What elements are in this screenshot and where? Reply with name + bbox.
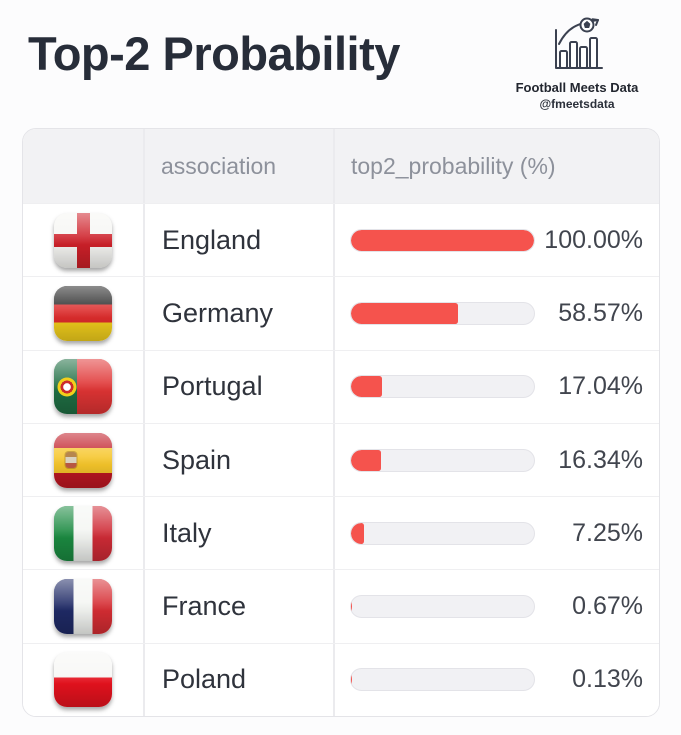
flag-cell: [23, 351, 143, 423]
portugal-flag-icon: [54, 359, 112, 415]
germany-flag-icon: [54, 285, 112, 341]
probability-bar-track: [350, 595, 535, 619]
flag-cell: [23, 570, 143, 642]
flag-cell: [23, 277, 143, 349]
probability-value: 0.13%: [572, 665, 643, 694]
association-label: England: [143, 204, 333, 277]
table-header-row: association top2_probability (%): [23, 129, 659, 203]
table-row-england: England 100.00%: [23, 203, 659, 277]
probability-value: 16.34%: [558, 445, 643, 474]
probability-bar-track: [350, 301, 535, 325]
association-label: Portugal: [143, 350, 333, 423]
probability-value: 7.25%: [572, 518, 643, 547]
spain-emblem-icon: [65, 452, 77, 469]
association-label: Poland: [143, 643, 333, 717]
probability-cell: 7.25%: [333, 497, 659, 570]
probability-cell: 16.34%: [333, 423, 659, 497]
table-row-portugal: Portugal 17.04%: [23, 349, 659, 423]
header-top2-probability: top2_probability (%): [333, 129, 659, 203]
probability-bar-fill: [351, 449, 381, 471]
probability-bar-fill: [351, 376, 383, 398]
probability-cell: 100.00%: [333, 204, 659, 277]
italy-flag-icon: [54, 505, 112, 561]
probability-bar-fill: [351, 522, 365, 544]
probability-bar-track: [350, 375, 535, 399]
probability-cell: 0.67%: [333, 570, 659, 643]
probability-table: association top2_probability (%) England…: [22, 128, 660, 718]
probability-bar-track: [350, 521, 535, 545]
portugal-emblem-icon: [57, 377, 77, 397]
probability-cell: 0.13%: [333, 643, 659, 717]
table-row-poland: Poland 0.13%: [23, 642, 659, 717]
page-title: Top-2 Probability: [28, 27, 400, 80]
football-meets-data-logo-icon: [555, 17, 603, 69]
brand-block: Football Meets Data @fmeetsdata: [487, 16, 667, 111]
probability-bar-track: [350, 448, 535, 472]
brand-name: Football Meets Data: [515, 80, 639, 95]
france-flag-icon: [54, 579, 112, 635]
probability-bar-track: [350, 228, 535, 252]
probability-value: 0.67%: [572, 592, 643, 621]
probability-cell: 58.57%: [333, 277, 659, 350]
flag-cell: [23, 424, 143, 496]
poland-flag-icon: [54, 652, 112, 708]
probability-bar-track: [350, 668, 535, 692]
england-flag-icon: [54, 212, 112, 268]
table-row-italy: Italy 7.25%: [23, 496, 659, 570]
probability-cell: 17.04%: [333, 350, 659, 423]
table-row-spain: Spain 16.34%: [23, 422, 659, 497]
probability-value: 100.00%: [544, 225, 643, 254]
association-label: Italy: [143, 497, 333, 570]
association-label: Germany: [143, 277, 333, 350]
brand-handle: @fmeetsdata: [539, 97, 615, 111]
association-label: Spain: [143, 423, 333, 497]
table-row-france: France 0.67%: [23, 569, 659, 643]
flag-cell: [23, 204, 143, 276]
header-association: association: [143, 129, 333, 203]
probability-value: 58.57%: [558, 298, 643, 327]
flag-cell: [23, 644, 143, 716]
probability-value: 17.04%: [558, 372, 643, 401]
probability-bar-fill: [351, 229, 534, 251]
association-label: France: [143, 570, 333, 643]
probability-bar-fill: [351, 596, 353, 618]
flag-cell: [23, 497, 143, 569]
table-row-germany: Germany 58.57%: [23, 276, 659, 350]
header-flag-column: [23, 129, 143, 203]
probability-bar-fill: [351, 302, 459, 324]
spain-flag-icon: [54, 432, 112, 488]
